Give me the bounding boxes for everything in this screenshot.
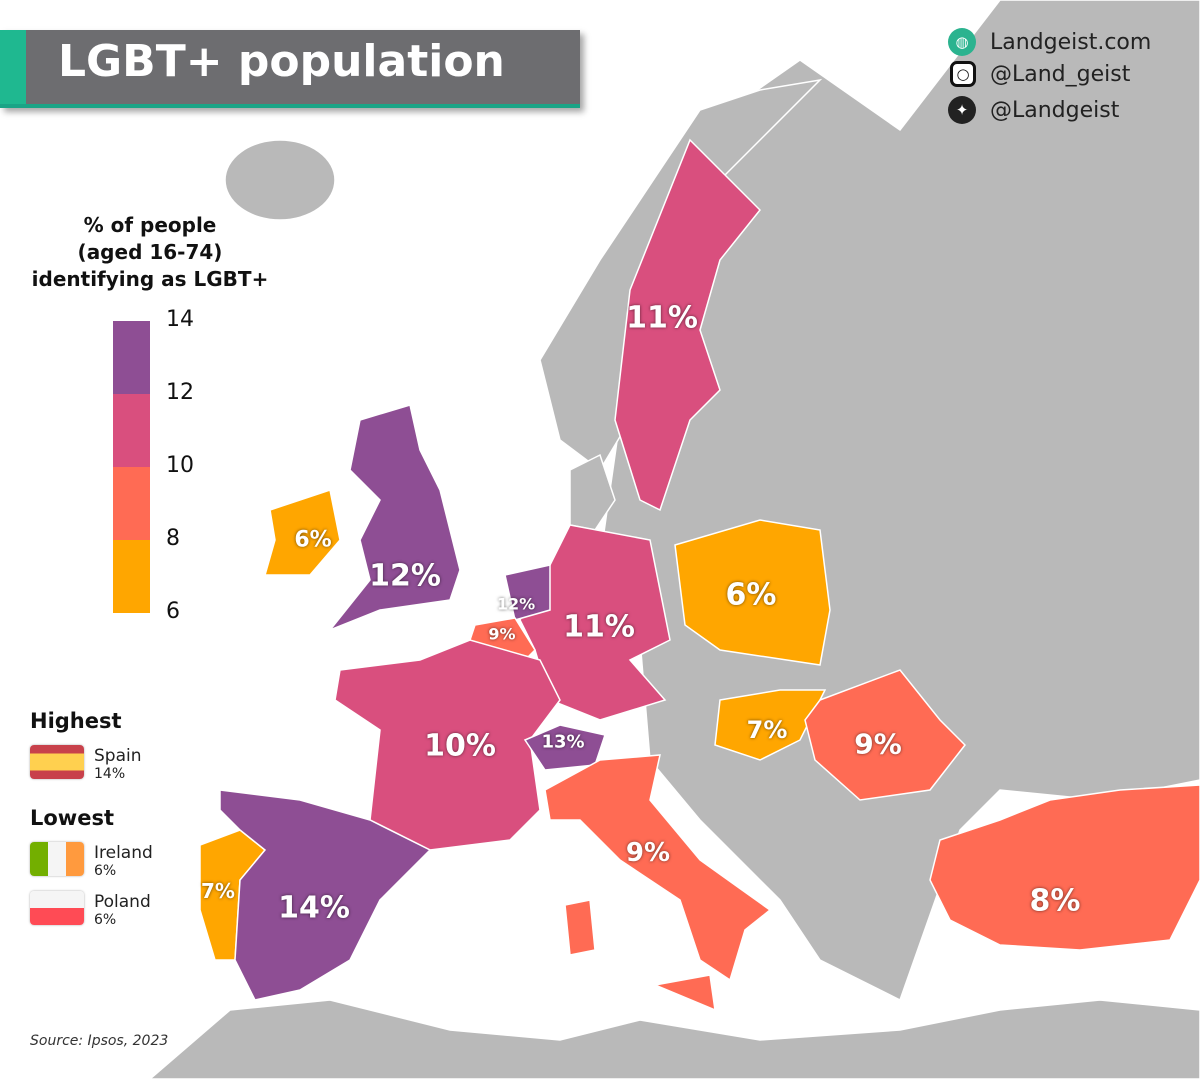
country-turkey[interactable] bbox=[929, 784, 1200, 951]
legend-title-line: % of people bbox=[83, 213, 217, 237]
legend-tick: 6 bbox=[166, 599, 180, 624]
highest-heading: Highest bbox=[30, 709, 122, 733]
globe-icon: ◍ bbox=[948, 28, 976, 56]
label-switzerland: 13% bbox=[541, 731, 585, 753]
lowest-value: 6% bbox=[94, 863, 117, 879]
legend-tick: 12 bbox=[166, 380, 194, 405]
legend-bin-12-14 bbox=[113, 321, 150, 394]
social-website[interactable]: ◍ Landgeist.com bbox=[948, 28, 1151, 56]
country-netherlands[interactable] bbox=[504, 564, 551, 621]
label-romania: 9% bbox=[854, 727, 902, 761]
country-hungary[interactable] bbox=[714, 689, 827, 761]
no-data-iceland bbox=[224, 139, 336, 221]
legend-tick: 10 bbox=[166, 453, 194, 478]
ireland-flag-icon bbox=[30, 842, 84, 876]
no-data-denmark bbox=[569, 453, 616, 531]
page-title: LGBT+ population bbox=[58, 36, 505, 87]
spain-flag-icon bbox=[30, 745, 84, 779]
legend-color-scale bbox=[113, 321, 150, 613]
title-accent bbox=[0, 30, 26, 104]
label-poland: 6% bbox=[725, 577, 777, 613]
label-turkey: 8% bbox=[1029, 883, 1081, 919]
twitter-text: @Landgeist bbox=[990, 97, 1120, 123]
legend-title-line: (aged 16-74) bbox=[77, 240, 223, 264]
label-ireland: 6% bbox=[294, 527, 332, 553]
label-italy: 9% bbox=[625, 838, 671, 868]
label-germany: 11% bbox=[563, 609, 635, 645]
country-romania[interactable] bbox=[804, 669, 966, 801]
country-spain[interactable] bbox=[219, 789, 432, 1001]
country-poland[interactable] bbox=[674, 519, 831, 666]
country-italy[interactable] bbox=[544, 754, 772, 982]
social-twitter[interactable]: ✦ @Landgeist bbox=[948, 96, 1119, 124]
website-text: Landgeist.com bbox=[990, 29, 1152, 55]
title-banner: LGBT+ population bbox=[0, 30, 580, 108]
no-data-north-africa bbox=[148, 999, 1200, 1079]
country-united-kingdom[interactable] bbox=[327, 404, 461, 632]
country-ireland[interactable] bbox=[264, 489, 341, 576]
label-netherlands: 12% bbox=[496, 594, 536, 614]
legend-tick: 8 bbox=[166, 526, 180, 551]
legend-title-line: identifying as LGBT+ bbox=[31, 267, 269, 291]
legend-bin-8-10 bbox=[113, 467, 150, 540]
lowest-country: Ireland bbox=[94, 843, 153, 863]
instagram-icon: ○ bbox=[950, 61, 976, 87]
lowest-country: Poland bbox=[94, 892, 151, 912]
country-france[interactable] bbox=[334, 639, 561, 851]
source-note: Source: Ipsos, 2023 bbox=[30, 1033, 169, 1049]
country-switzerland[interactable] bbox=[523, 724, 606, 771]
label-france: 10% bbox=[424, 728, 496, 764]
country-sweden[interactable] bbox=[614, 138, 762, 512]
label-belgium: 9% bbox=[488, 624, 516, 644]
label-hungary: 7% bbox=[746, 716, 788, 744]
highest-value: 14% bbox=[94, 766, 126, 782]
label-united-kingdom: 12% bbox=[369, 558, 441, 594]
legend-bin-10-12 bbox=[113, 394, 150, 467]
lowest-value: 6% bbox=[94, 912, 117, 928]
social-instagram[interactable]: ○ @Land_geist bbox=[948, 61, 1130, 87]
twitter-icon: ✦ bbox=[948, 96, 976, 124]
label-sweden: 11% bbox=[626, 300, 698, 336]
legend-title: % of people (aged 16-74) identifying as … bbox=[20, 212, 280, 293]
poland-flag-icon bbox=[30, 891, 84, 925]
legend-tick: 14 bbox=[166, 307, 194, 332]
lowest-heading: Lowest bbox=[30, 806, 114, 830]
instagram-text: @Land_geist bbox=[990, 61, 1131, 87]
country-italy-sardinia[interactable] bbox=[564, 899, 596, 956]
label-portugal: 7% bbox=[201, 879, 235, 903]
country-italy-sicily[interactable] bbox=[652, 974, 716, 1012]
highest-country: Spain bbox=[94, 746, 142, 766]
label-spain: 14% bbox=[278, 890, 350, 926]
legend-bin-6-8 bbox=[113, 540, 150, 613]
